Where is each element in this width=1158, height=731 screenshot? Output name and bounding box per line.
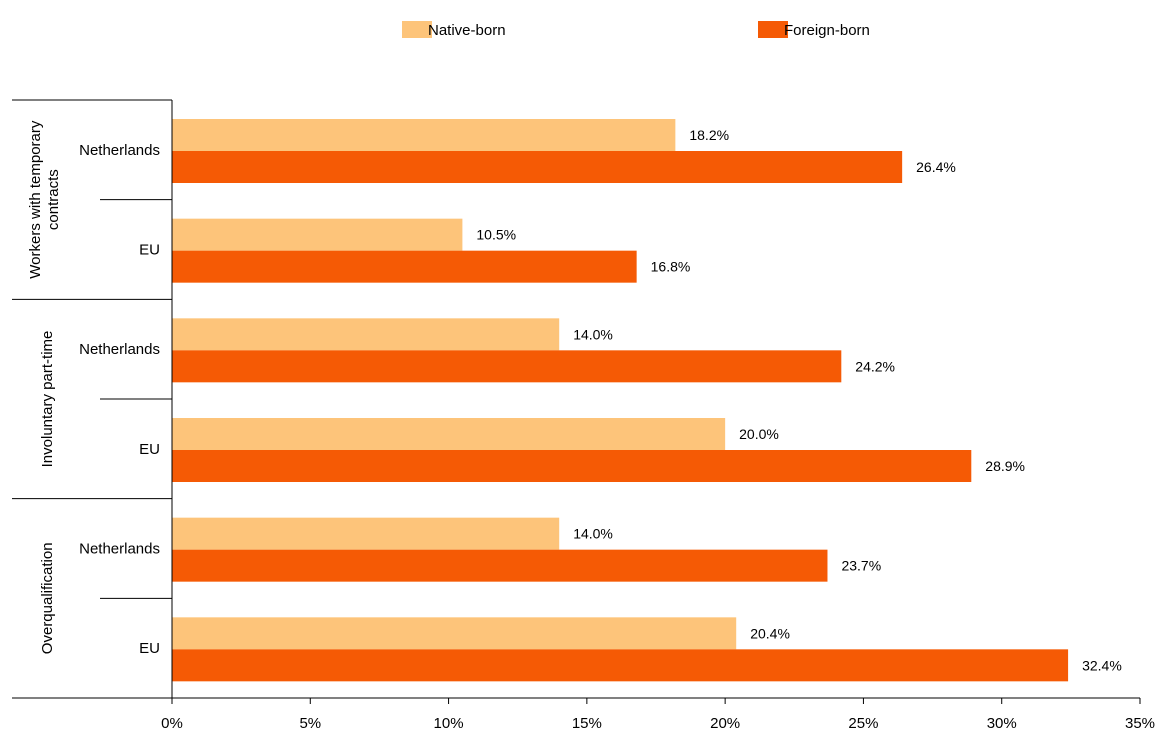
legend-swatch-foreign [758,21,788,38]
bars [172,119,1069,682]
data-label-foreign-5: 32.4% [1082,657,1122,673]
bar-foreign-3 [172,450,972,482]
bar-foreign-4 [172,549,828,582]
bar-native-5 [172,617,737,650]
legend-swatch-native [402,21,432,38]
data-label-foreign-1: 16.8% [651,259,691,275]
bar-native-4 [172,517,560,550]
bar-native-1 [172,218,463,251]
data-labels: 18.2% 26.4% 10.5% 16.8% 14.0% 24.2% 20.0% 28.9%… [476,127,1121,673]
data-label-foreign-0: 26.4% [916,159,956,175]
data-label-native-3: 20.0% [739,426,779,442]
bar-foreign-0 [172,151,903,183]
bar-native-3 [172,418,726,450]
x-tick-label-3: 15% [572,715,602,731]
x-tick-label-6: 30% [987,715,1017,731]
data-label-foreign-2: 24.2% [855,358,895,374]
bar-foreign-1 [172,250,637,283]
legend: Native-born Foreign-born [402,21,870,39]
axes: 0% 5% 10% 15% 20% 25% 30% 35% [12,99,1155,731]
bar-native-0 [172,119,676,151]
group-label-0: Workers with temporarycontracts [27,120,62,279]
category-label-5: EU [139,640,160,657]
group-label-1: Involuntary part-time [39,331,56,468]
bar-foreign-2 [172,350,842,383]
data-label-native-0: 18.2% [689,127,729,143]
legend-label-native: Native-born [428,22,506,39]
x-tick-label-1: 5% [299,715,321,731]
x-tick-label-7: 35% [1125,715,1155,731]
data-label-foreign-3: 28.9% [985,458,1025,474]
data-label-native-5: 20.4% [750,625,790,641]
bar-native-2 [172,318,560,351]
data-label-native-4: 14.0% [573,526,613,542]
x-tick-label-5: 25% [848,715,878,731]
category-label-4: Netherlands [79,541,160,558]
data-label-foreign-4: 23.7% [841,558,881,574]
category-label-2: Netherlands [79,341,160,358]
bar-foreign-5 [172,649,1069,682]
x-tick-label-2: 10% [434,715,464,731]
category-label-0: Netherlands [79,142,160,159]
data-label-native-2: 14.0% [573,326,613,342]
category-labels: Netherlands EU Netherlands EU Netherlands EU [79,142,160,657]
category-label-3: EU [139,441,160,458]
group-labels: Workers with temporarycontracts Involunta… [27,120,62,654]
group-label-2: Overqualification [39,542,56,654]
x-tick-label-0: 0% [161,715,183,731]
category-label-1: EU [139,242,160,259]
data-label-native-1: 10.5% [476,227,516,243]
legend-label-foreign: Foreign-born [784,22,870,39]
x-tick-label-4: 20% [710,715,740,731]
